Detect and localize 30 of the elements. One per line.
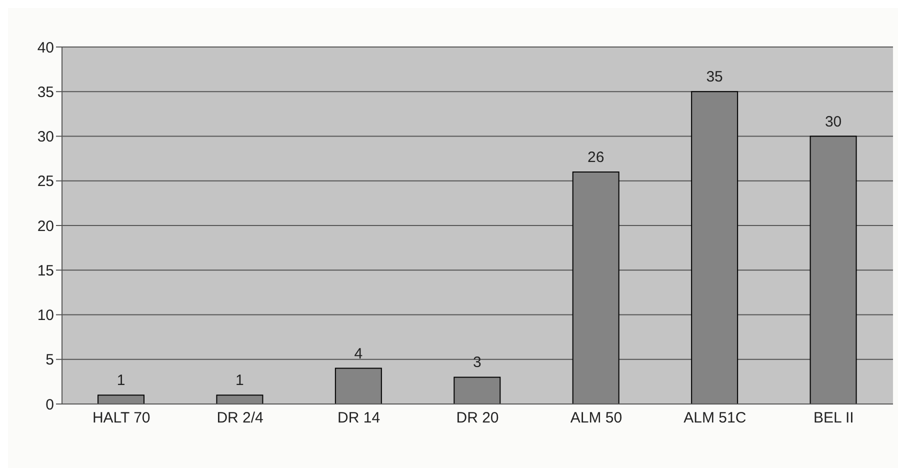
- x-tick-label: BEL II: [813, 410, 854, 427]
- y-tick-label: 15: [37, 262, 54, 280]
- data-label: 1: [116, 372, 126, 390]
- y-tick-label: 35: [37, 84, 54, 101]
- y-tick-label: 20: [37, 218, 54, 235]
- data-label: 30: [824, 113, 842, 130]
- bar: [334, 368, 382, 404]
- data-label: 4: [354, 345, 363, 362]
- x-tick-label: DR 20: [456, 410, 499, 427]
- bar: [691, 91, 738, 404]
- data-label: 3: [472, 354, 482, 372]
- bar: [98, 394, 144, 404]
- data-label: 35: [706, 68, 723, 86]
- x-tick-label: DR 14: [338, 410, 380, 427]
- data-label: 26: [588, 148, 604, 166]
- y-tick-label: 0: [46, 396, 54, 414]
- data-label: 1: [236, 372, 244, 390]
- y-tick-label: 40: [37, 39, 54, 56]
- x-tick-label: ALM 50: [570, 410, 622, 427]
- y-tick-label: 30: [37, 128, 54, 146]
- x-tick-label: HALT 70: [92, 410, 150, 427]
- y-tick-label: 25: [37, 173, 54, 190]
- bar: [216, 394, 264, 404]
- x-tick-label: ALM 51C: [684, 410, 746, 427]
- bar: [454, 376, 501, 404]
- bar: [572, 171, 620, 404]
- y-tick-label: 5: [46, 352, 54, 369]
- bar: [810, 136, 857, 404]
- x-tick-label: DR 2/4: [216, 410, 264, 427]
- y-tick-label: 10: [37, 307, 54, 324]
